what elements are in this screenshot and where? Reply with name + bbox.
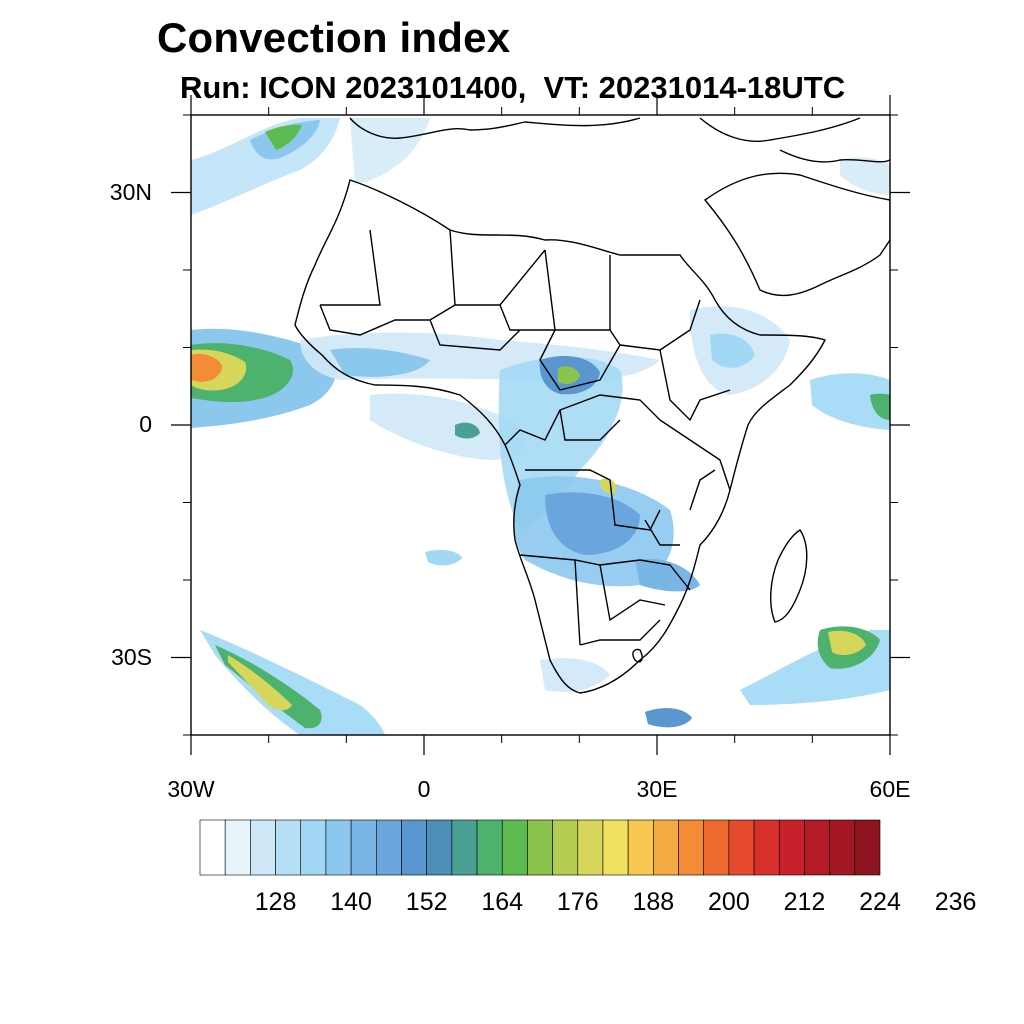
colorbar-label: 224 xyxy=(859,888,901,916)
colorbar-swatch xyxy=(300,819,327,876)
colorbar-swatch xyxy=(199,819,226,876)
colorbar-swatch xyxy=(501,819,528,876)
colorbar-swatch xyxy=(552,819,579,876)
x-tick-label: 0 xyxy=(417,776,431,802)
colorbar-swatch xyxy=(728,819,755,876)
colorbar-swatch xyxy=(325,819,352,876)
colorbar-label: 200 xyxy=(708,888,750,916)
colorbar-swatch xyxy=(703,819,730,876)
colorbar-swatch xyxy=(829,819,856,876)
colorbar-label: 128 xyxy=(254,888,297,916)
colorbar-swatch xyxy=(653,819,679,876)
colorbar-swatch xyxy=(577,819,604,876)
colorbar-swatch xyxy=(753,819,780,876)
colorbar-label: 188 xyxy=(632,888,675,916)
colorbar-swatch xyxy=(375,819,402,876)
colorbar-swatch xyxy=(627,819,654,876)
colorbar-swatch xyxy=(451,819,478,876)
colorbar-swatch xyxy=(401,819,427,876)
chart-subtitle: Run: ICON 2023101400, VT: 20231014-18UTC xyxy=(180,70,846,105)
colorbar-swatch xyxy=(250,819,276,876)
map-axes xyxy=(171,95,910,755)
colorbar-swatch xyxy=(602,819,629,876)
colorbar-label: 152 xyxy=(405,888,448,916)
colorbar-swatch xyxy=(678,819,705,876)
colorbar-label: 164 xyxy=(481,888,524,916)
coastlines xyxy=(294,117,890,694)
y-tick-label: 0 xyxy=(139,411,152,437)
colorbar-swatch xyxy=(804,819,830,876)
colorbar-label: 236 xyxy=(934,888,977,916)
y-tick-label: 30N xyxy=(109,178,152,205)
colorbar-label: 176 xyxy=(556,888,599,916)
x-tick-label: 30W xyxy=(167,776,215,802)
colorbar-swatch xyxy=(778,819,805,876)
chart-title: Convection index xyxy=(157,14,511,61)
colorbar-swatch xyxy=(476,819,503,876)
convection-field xyxy=(191,118,890,735)
colorbar-swatch xyxy=(527,819,553,876)
colorbar-swatch xyxy=(350,819,377,876)
colorbar xyxy=(199,819,881,876)
colorbar-label: 212 xyxy=(783,888,826,916)
x-tick-label: 60E xyxy=(869,776,911,802)
y-tick-label: 30S xyxy=(111,643,152,670)
colorbar-swatch xyxy=(854,819,881,876)
colorbar-label: 140 xyxy=(330,888,372,916)
colorbar-swatch xyxy=(275,819,302,876)
x-tick-label: 30E xyxy=(636,776,678,802)
colorbar-swatch xyxy=(224,819,251,876)
colorbar-swatch xyxy=(426,819,453,876)
